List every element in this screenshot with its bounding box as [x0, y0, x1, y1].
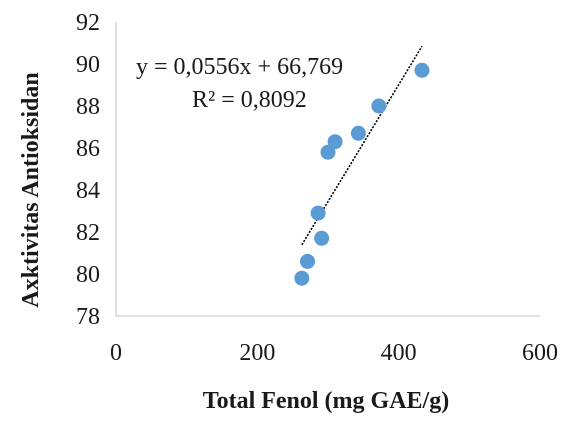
y-axis-tick-labels: 78 80 82 84 86 88 90 92: [76, 10, 100, 330]
y-axis-title: Axktivitas Antioksidan: [18, 72, 44, 307]
data-point: [320, 144, 336, 160]
x-tick-label: 200: [239, 340, 275, 366]
y-tick-label: 82: [76, 220, 100, 246]
data-points: [294, 62, 430, 286]
data-point: [327, 134, 343, 150]
y-tick-label: 80: [76, 262, 100, 288]
trendline-equation: y = 0,0556x + 66,769: [136, 54, 343, 80]
y-tick-label: 92: [76, 10, 100, 36]
y-tick-label: 88: [76, 94, 100, 120]
y-tick-label: 86: [76, 136, 100, 162]
y-tick-label: 90: [76, 52, 100, 78]
x-tick-label: 400: [381, 340, 417, 366]
y-tick-label: 78: [76, 304, 100, 330]
data-point: [300, 253, 316, 269]
x-tick-label: 0: [110, 340, 122, 366]
data-point: [371, 98, 387, 114]
x-axis-title: Total Fenol (mg GAE/g): [203, 388, 449, 414]
data-point: [350, 125, 366, 141]
plot-area: [115, 22, 540, 317]
r-squared-label: R² = 0,8092: [192, 87, 307, 113]
data-point: [314, 230, 330, 246]
y-tick-label: 84: [76, 178, 100, 204]
data-point: [310, 205, 326, 221]
x-axis-tick-labels: 0 200 400 600: [110, 340, 558, 366]
data-point: [294, 270, 310, 286]
data-point: [414, 62, 430, 78]
x-tick-label: 600: [522, 340, 558, 366]
